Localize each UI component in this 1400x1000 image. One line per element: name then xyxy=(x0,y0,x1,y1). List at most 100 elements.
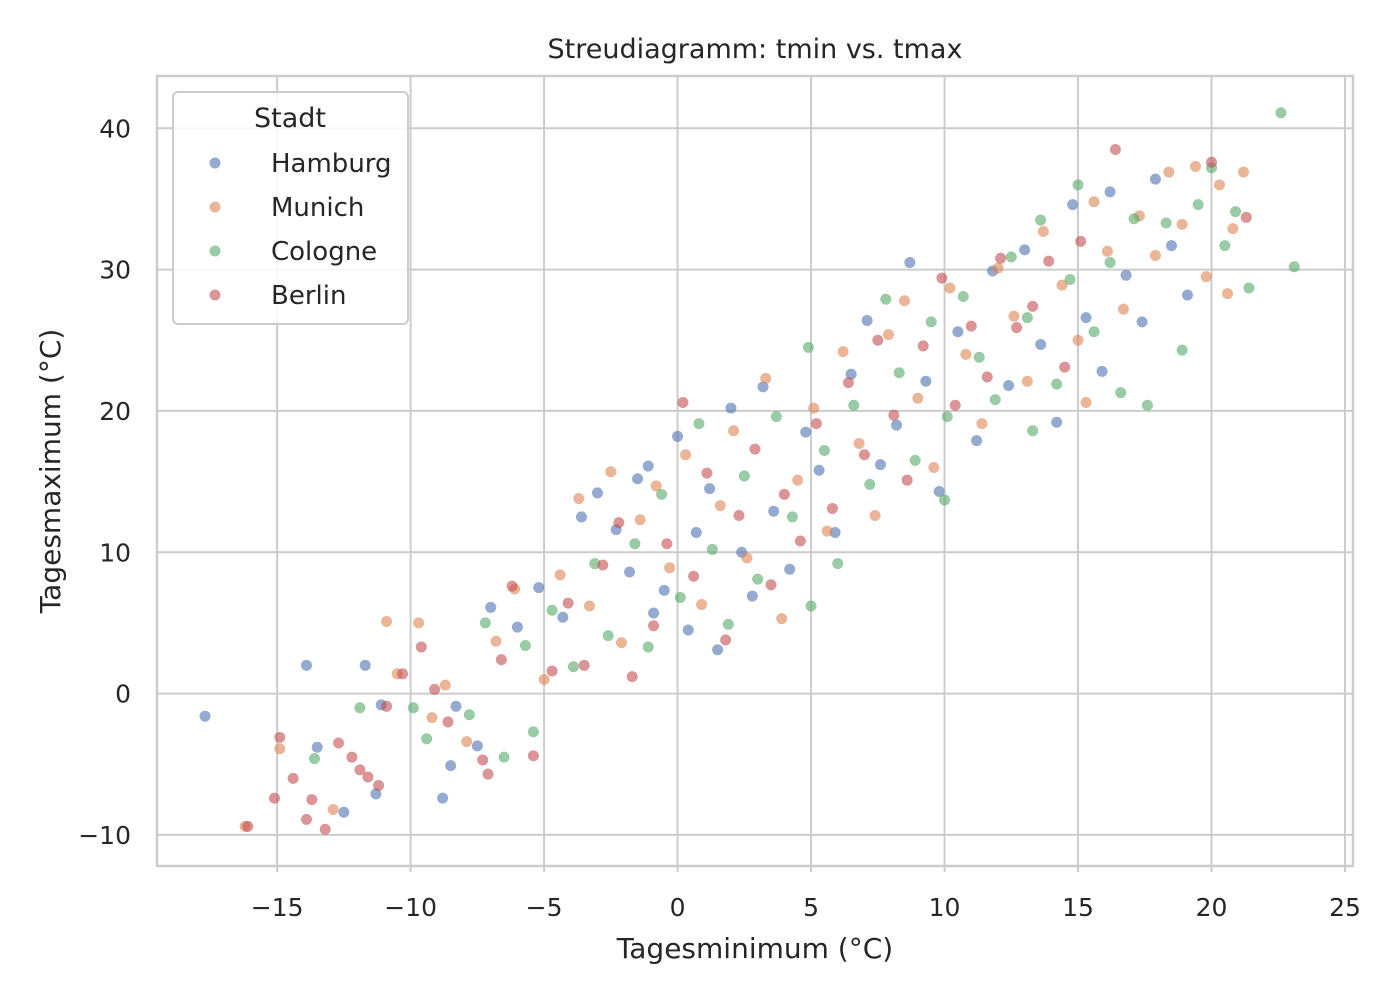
data-point xyxy=(944,282,956,294)
data-point xyxy=(658,584,670,596)
data-point xyxy=(981,371,993,383)
data-point xyxy=(359,659,371,671)
data-point xyxy=(370,788,382,800)
data-point xyxy=(338,806,350,818)
data-point xyxy=(346,751,358,763)
data-point xyxy=(199,710,211,722)
data-point xyxy=(1019,244,1031,256)
legend-label: Hamburg xyxy=(271,149,392,179)
x-tick-label: −15 xyxy=(251,893,304,922)
legend-box xyxy=(172,91,409,325)
data-point xyxy=(1222,288,1234,300)
data-point xyxy=(682,624,694,636)
data-point xyxy=(1120,269,1132,281)
data-point xyxy=(1075,235,1087,247)
data-point xyxy=(632,473,644,485)
data-point xyxy=(287,772,299,784)
data-point xyxy=(1027,300,1039,312)
legend-title: Stadt xyxy=(254,103,326,134)
data-point xyxy=(527,750,539,762)
data-point xyxy=(306,794,318,806)
data-point xyxy=(741,552,753,564)
data-point xyxy=(706,543,718,555)
data-point xyxy=(1056,279,1068,291)
data-point xyxy=(1128,213,1140,225)
data-point xyxy=(858,449,870,461)
data-point xyxy=(634,514,646,526)
data-point xyxy=(842,377,854,389)
data-point xyxy=(1035,214,1047,226)
data-point xyxy=(1165,240,1177,252)
data-point xyxy=(624,566,636,578)
data-point xyxy=(373,779,385,791)
data-point xyxy=(1227,223,1239,235)
data-point xyxy=(407,702,419,714)
data-point xyxy=(893,367,905,379)
data-point xyxy=(567,661,579,673)
data-point xyxy=(888,409,900,421)
data-point xyxy=(746,590,758,602)
data-point xyxy=(696,599,708,611)
data-point xyxy=(941,411,953,423)
data-point xyxy=(597,559,609,571)
data-point xyxy=(1176,218,1188,230)
x-axis-label: Tagesminimum (°C) xyxy=(616,932,893,965)
data-point xyxy=(704,483,716,495)
grid xyxy=(157,76,1353,866)
data-point xyxy=(733,510,745,522)
y-tick-label: 20 xyxy=(99,397,131,426)
data-point xyxy=(1104,257,1116,269)
data-point xyxy=(1192,199,1204,211)
data-point xyxy=(661,538,673,550)
data-point xyxy=(1240,211,1252,223)
data-point xyxy=(1035,339,1047,351)
data-point xyxy=(1003,379,1015,391)
data-point xyxy=(976,418,988,430)
data-point xyxy=(1005,251,1017,263)
data-point xyxy=(1072,179,1084,191)
data-point xyxy=(1214,179,1226,191)
x-axis-ticks: −15 −10 −5 0 5 10 15 20 25 xyxy=(251,866,1361,922)
data-point xyxy=(672,430,684,442)
data-point xyxy=(973,351,985,363)
x-tick-label: 0 xyxy=(670,893,686,922)
data-points xyxy=(199,107,1300,835)
data-point xyxy=(714,500,726,512)
y-tick-label: 0 xyxy=(115,680,131,709)
data-point xyxy=(445,760,457,772)
data-point xyxy=(1219,240,1231,252)
legend-marker xyxy=(209,245,221,257)
data-point xyxy=(311,741,323,753)
data-point xyxy=(309,753,321,765)
data-point xyxy=(629,538,641,550)
data-point xyxy=(813,464,825,476)
data-point xyxy=(725,402,737,414)
data-point xyxy=(738,470,750,482)
data-point xyxy=(557,611,569,623)
data-point xyxy=(1176,344,1188,356)
data-point xyxy=(917,340,929,352)
data-point xyxy=(722,618,734,630)
data-point xyxy=(546,665,558,677)
data-point xyxy=(381,616,393,628)
data-point xyxy=(575,511,587,523)
data-point xyxy=(578,659,590,671)
data-point xyxy=(832,558,844,570)
data-point xyxy=(482,768,494,780)
chart-title: Streudiagramm: tmin vs. tmax xyxy=(548,34,963,65)
data-point xyxy=(1059,361,1071,373)
data-point xyxy=(1141,399,1153,411)
data-point xyxy=(952,326,964,338)
data-point xyxy=(826,502,838,514)
data-point xyxy=(933,485,945,497)
data-point xyxy=(805,600,817,612)
data-point xyxy=(415,641,427,653)
data-point xyxy=(421,733,433,745)
data-point xyxy=(1067,199,1079,211)
data-point xyxy=(1238,166,1250,178)
data-point xyxy=(1064,274,1076,286)
data-point xyxy=(426,712,438,724)
data-point xyxy=(882,329,894,341)
data-point xyxy=(770,411,782,423)
x-tick-label: 10 xyxy=(929,893,961,922)
